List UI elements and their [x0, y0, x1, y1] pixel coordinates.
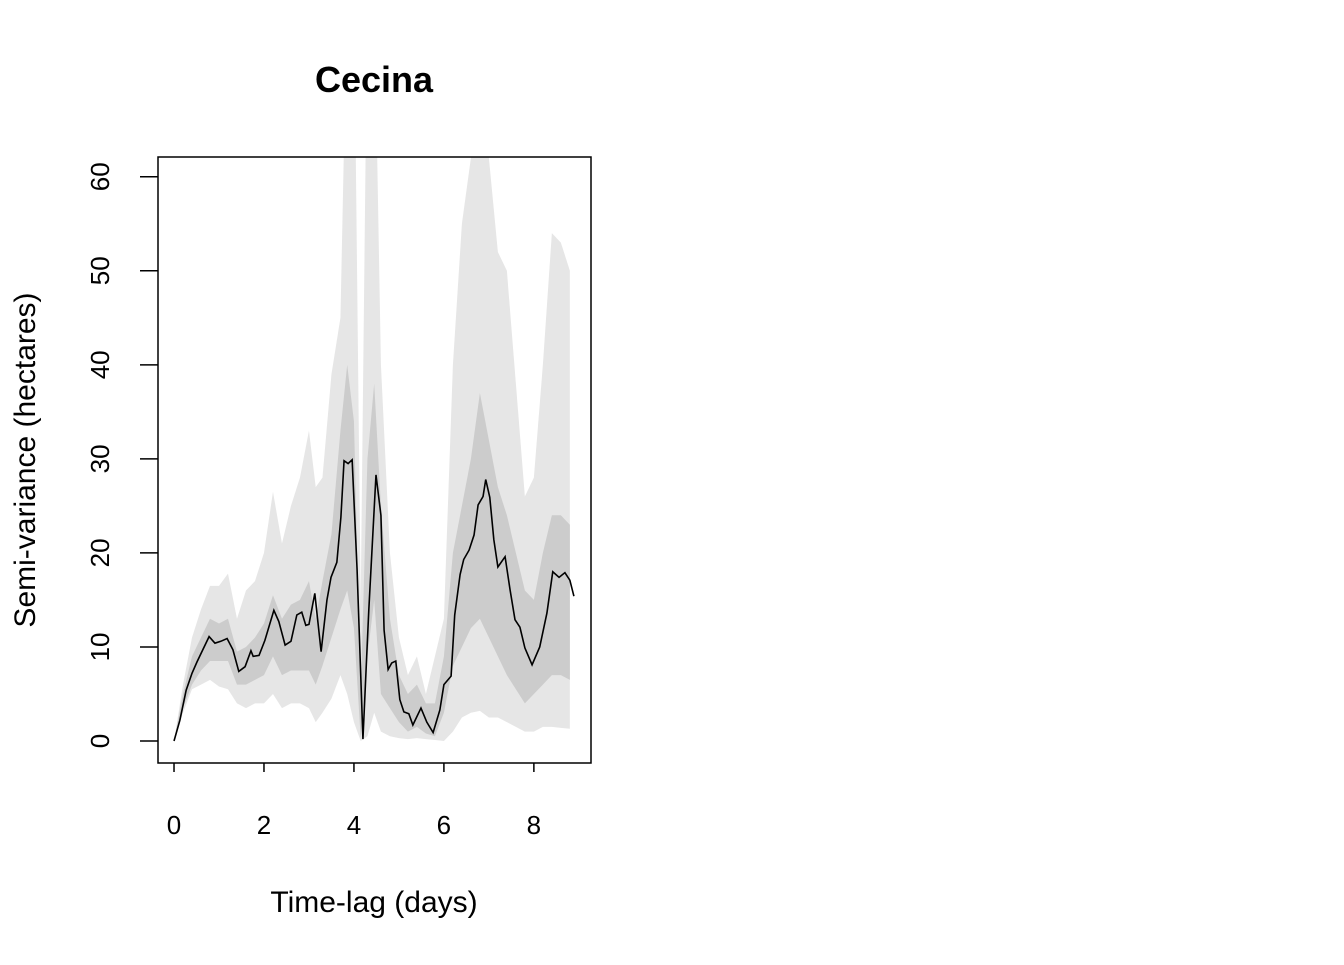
y-tick-label: 0 [85, 734, 115, 748]
chart-title: Cecina [315, 59, 434, 100]
plot-area [173, 157, 575, 742]
y-axis-label: Semi-variance (hectares) [9, 292, 42, 627]
x-tick-label: 4 [347, 810, 361, 840]
y-tick-label: 50 [85, 256, 115, 285]
x-tick-label: 0 [167, 810, 181, 840]
y-tick-label: 30 [85, 444, 115, 473]
y-tick-label: 20 [85, 538, 115, 567]
y-tick-label: 60 [85, 162, 115, 191]
x-tick-label: 2 [257, 810, 271, 840]
x-tick-label: 6 [437, 810, 451, 840]
data-line [173, 458, 575, 742]
x-tick-label: 8 [527, 810, 541, 840]
plot-frame [157, 156, 592, 764]
y-tick-label: 40 [85, 350, 115, 379]
y-tick-label: 10 [85, 632, 115, 661]
x-axis-label: Time-lag (days) [270, 886, 477, 919]
